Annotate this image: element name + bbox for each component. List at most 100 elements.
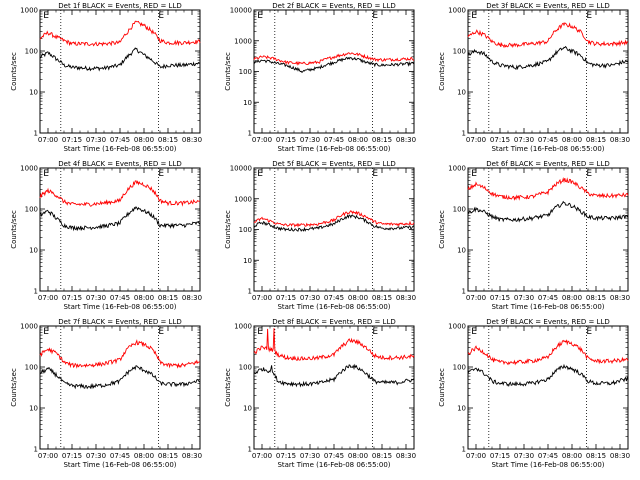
y-tick-label: 1000 bbox=[20, 7, 38, 15]
panel-title: Det 4f BLACK = Events, RED = LLD bbox=[58, 160, 181, 168]
series-events-line bbox=[253, 214, 415, 232]
y-tick-label: 1000 bbox=[448, 165, 466, 173]
event-marker: E bbox=[43, 169, 49, 179]
x-tick-label: 07:00 bbox=[252, 294, 272, 302]
y-tick-label: 10 bbox=[243, 405, 252, 413]
x-tick-label: 08:15 bbox=[372, 452, 392, 460]
y-tick-label: 10000 bbox=[230, 165, 252, 173]
x-tick-label: 07:00 bbox=[252, 452, 272, 460]
x-tick-label: 07:45 bbox=[324, 294, 344, 302]
x-axis-label: Start Time (16-Feb-08 06:55:00) bbox=[277, 145, 390, 153]
x-tick-label: 07:00 bbox=[38, 294, 58, 302]
plot-frame bbox=[253, 9, 415, 134]
event-marker: E bbox=[43, 11, 49, 21]
y-tick-label: 100 bbox=[239, 226, 252, 234]
series-events-line bbox=[467, 45, 629, 71]
x-tick-label: 08:30 bbox=[610, 452, 630, 460]
event-marker: E bbox=[257, 327, 263, 337]
y-tick-label: 100 bbox=[25, 206, 38, 214]
y-tick-label: 10 bbox=[243, 99, 252, 107]
y-tick-label: 10 bbox=[29, 405, 38, 413]
x-tick-label: 07:00 bbox=[466, 294, 486, 302]
y-axis-label: Counts/sec bbox=[10, 52, 18, 91]
x-axis-label: Start Time (16-Feb-08 06:55:00) bbox=[491, 145, 604, 153]
y-tick-label: 1 bbox=[248, 288, 252, 296]
x-tick-label: 07:30 bbox=[514, 452, 534, 460]
y-tick-label: 10 bbox=[457, 405, 466, 413]
event-marker: E bbox=[158, 169, 164, 179]
x-tick-label: 07:00 bbox=[466, 136, 486, 144]
event-marker: E bbox=[257, 169, 263, 179]
x-axis-label: Start Time (16-Feb-08 06:55:00) bbox=[63, 145, 176, 153]
plot-frame bbox=[467, 325, 629, 450]
x-tick-label: 07:00 bbox=[38, 452, 58, 460]
y-tick-label: 10000 bbox=[230, 7, 252, 15]
y-tick-label: 100 bbox=[453, 364, 466, 372]
x-tick-label: 08:30 bbox=[610, 136, 630, 144]
x-tick-label: 07:15 bbox=[62, 452, 82, 460]
x-tick-label: 07:30 bbox=[86, 136, 106, 144]
event-marker: E bbox=[43, 327, 49, 337]
event-marker: E bbox=[586, 11, 592, 21]
y-axis-label: Counts/sec bbox=[10, 368, 18, 407]
x-tick-label: 07:15 bbox=[276, 294, 296, 302]
x-tick-label: 08:15 bbox=[158, 294, 178, 302]
x-tick-label: 07:30 bbox=[514, 136, 534, 144]
series-lld-line bbox=[39, 339, 200, 369]
series-events-line bbox=[253, 363, 415, 388]
y-tick-label: 1000 bbox=[234, 37, 252, 45]
event-marker: E bbox=[372, 11, 378, 21]
x-axis-label: Start Time (16-Feb-08 06:55:00) bbox=[491, 303, 604, 311]
y-axis-label: Counts/sec bbox=[438, 52, 446, 91]
y-tick-label: 1 bbox=[248, 446, 252, 454]
x-tick-label: 08:30 bbox=[182, 294, 202, 302]
y-tick-label: 100 bbox=[25, 364, 38, 372]
x-tick-label: 08:15 bbox=[586, 136, 606, 144]
y-axis-label: Counts/sec bbox=[224, 368, 232, 407]
x-tick-label: 07:15 bbox=[62, 294, 82, 302]
panel-title: Det 5f BLACK = Events, RED = LLD bbox=[272, 160, 395, 168]
x-tick-label: 08:30 bbox=[610, 294, 630, 302]
y-tick-label: 10 bbox=[29, 89, 38, 97]
y-tick-label: 1000 bbox=[234, 323, 252, 331]
x-tick-label: 08:00 bbox=[562, 136, 582, 144]
x-tick-label: 08:15 bbox=[586, 294, 606, 302]
y-tick-label: 100 bbox=[239, 68, 252, 76]
event-marker: E bbox=[372, 169, 378, 179]
x-tick-label: 08:30 bbox=[182, 452, 202, 460]
series-events-line bbox=[39, 365, 201, 390]
x-tick-label: 08:00 bbox=[134, 136, 154, 144]
y-tick-label: 1000 bbox=[448, 7, 466, 15]
x-tick-label: 08:15 bbox=[586, 452, 606, 460]
series-events-line bbox=[467, 200, 629, 223]
y-axis-label: Counts/sec bbox=[10, 210, 18, 249]
panel-title: Det 3f BLACK = Events, RED = LLD bbox=[486, 2, 609, 10]
x-tick-label: 07:15 bbox=[490, 136, 510, 144]
event-marker: E bbox=[471, 11, 477, 21]
x-tick-label: 08:30 bbox=[396, 452, 416, 460]
x-tick-label: 08:15 bbox=[372, 294, 392, 302]
event-marker: E bbox=[586, 169, 592, 179]
y-tick-label: 100 bbox=[453, 206, 466, 214]
plot-frame bbox=[39, 9, 201, 134]
x-axis-label: Start Time (16-Feb-08 06:55:00) bbox=[63, 461, 176, 469]
x-axis-label: Start Time (16-Feb-08 06:55:00) bbox=[277, 461, 390, 469]
event-marker: E bbox=[257, 11, 263, 21]
event-marker: E bbox=[158, 11, 164, 21]
x-tick-label: 08:15 bbox=[158, 136, 178, 144]
x-tick-label: 08:00 bbox=[134, 294, 154, 302]
x-axis-label: Start Time (16-Feb-08 06:55:00) bbox=[491, 461, 604, 469]
x-tick-label: 07:30 bbox=[86, 452, 106, 460]
y-tick-label: 1 bbox=[462, 288, 466, 296]
x-tick-label: 07:00 bbox=[252, 136, 272, 144]
x-tick-label: 07:30 bbox=[514, 294, 534, 302]
x-tick-label: 08:00 bbox=[348, 136, 368, 144]
x-tick-label: 07:30 bbox=[300, 136, 320, 144]
y-tick-label: 100 bbox=[25, 48, 38, 56]
